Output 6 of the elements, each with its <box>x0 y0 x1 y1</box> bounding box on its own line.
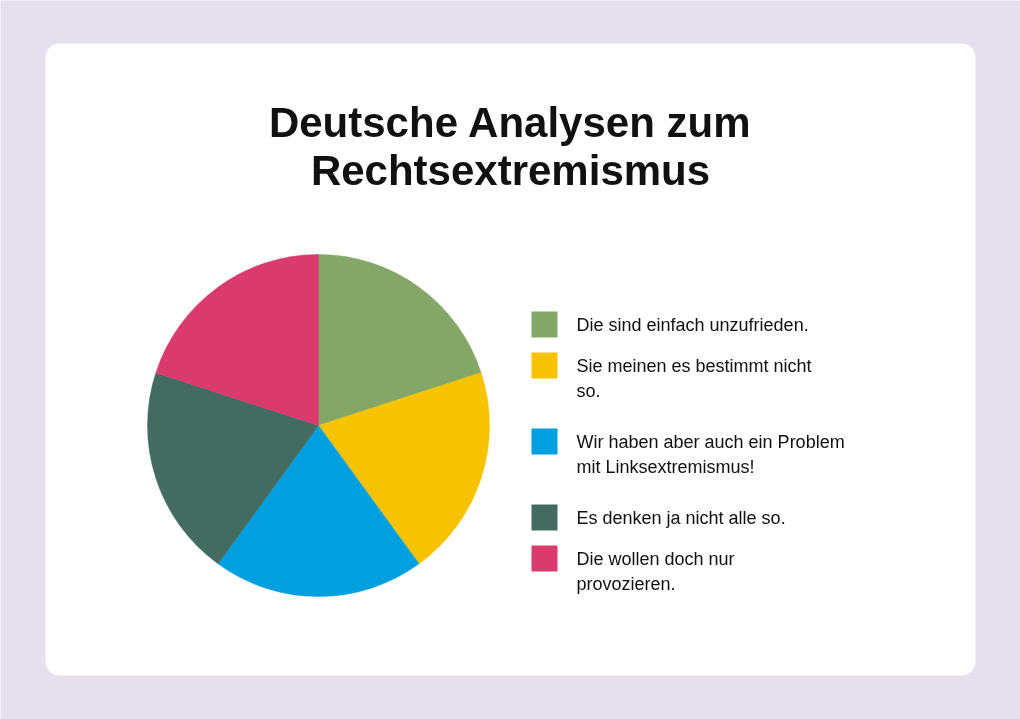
legend-label: Die sind einfach unzufrieden. <box>576 314 809 335</box>
legend-label: Wir haben aber auch ein Problem mit Linksextremismus! <box>576 431 845 477</box>
chart-title: Deutsche Analysen zum Rechtsextremismus <box>268 99 751 194</box>
legend-label: Sie meinen es bestimmt nicht so. <box>576 355 812 401</box>
legend-label: Es denken ja nicht alle so. <box>576 507 786 528</box>
legend-label: Die wollen doch nur provozieren. <box>576 548 735 594</box>
